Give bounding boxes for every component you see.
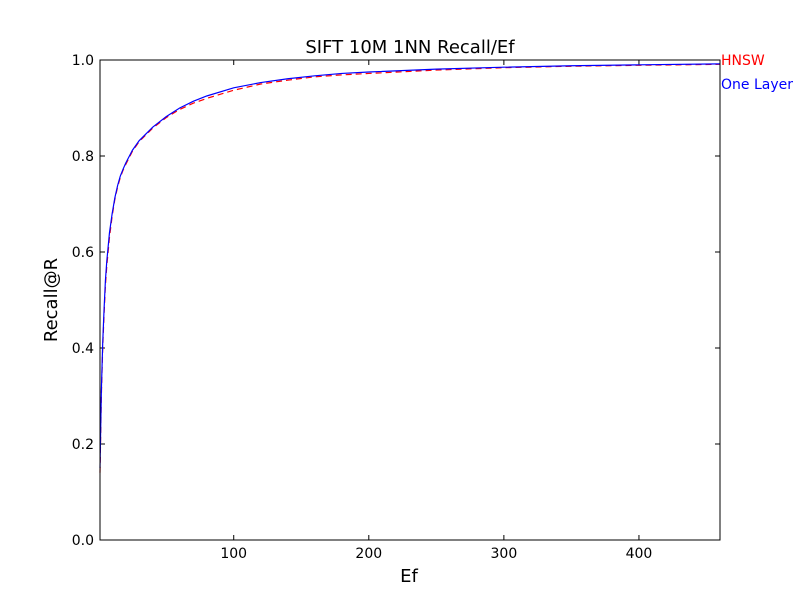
x-tick-label: 200: [355, 546, 382, 562]
x-axis-label: Ef: [400, 566, 418, 587]
series-line-hnsw: [99, 63, 721, 473]
y-tick-label: 0.2: [72, 437, 94, 453]
x-tick-label: 100: [220, 546, 247, 562]
x-tick-label: 300: [491, 546, 518, 562]
chart-title: SIFT 10M 1NN Recall/Ef: [305, 37, 515, 58]
plot-layer: 0.0 0.2 0.4 0.6 0.8 1.0 100 200 300 400: [72, 53, 721, 562]
legend-label-hnsw: HNSW: [721, 53, 765, 69]
legend-label-one-layer: One Layer: [721, 77, 793, 93]
y-tick-label: 0.6: [72, 245, 94, 261]
y-tick-label: 1.0: [72, 53, 94, 69]
y-axis-label: Recall@R: [41, 258, 62, 342]
y-tick-label: 0.0: [72, 533, 94, 549]
plot-frame: [99, 59, 721, 541]
x-tick-label: 400: [626, 546, 653, 562]
y-tick-label: 0.8: [72, 149, 94, 165]
y-tick-label: 0.4: [72, 341, 94, 357]
series-line-one-layer: [99, 63, 721, 469]
